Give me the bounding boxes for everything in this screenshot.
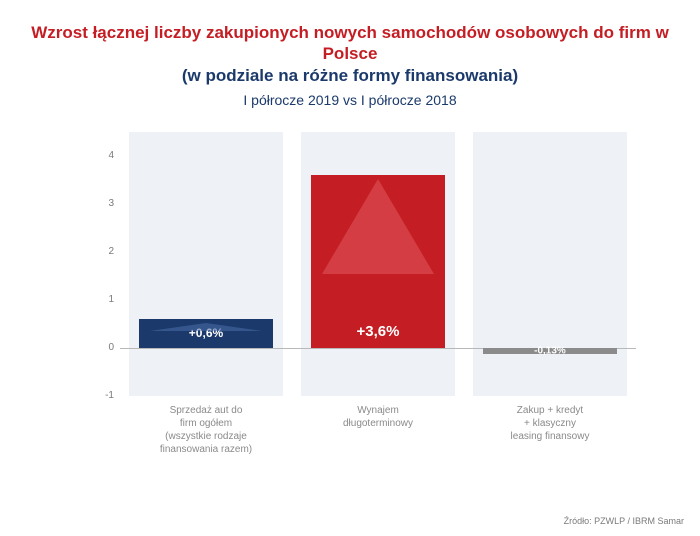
- source-text: Źródło: PZWLP / IBRM Samar: [564, 516, 684, 526]
- chart: -101234+0,6%Sprzedaż aut do firm ogółem …: [84, 132, 636, 452]
- bar: +3,6%: [311, 175, 445, 348]
- y-tick-label: 4: [96, 150, 114, 161]
- category-label: Zakup + kredyt + klasyczny leasing finan…: [464, 404, 636, 443]
- subtitle: I półrocze 2019 vs I półrocze 2018: [28, 92, 672, 108]
- y-tick-label: 3: [96, 198, 114, 209]
- bar: +0,6%: [139, 319, 273, 348]
- category-label: Wynajem długoterminowy: [292, 404, 464, 430]
- arrow-up-icon: [322, 179, 434, 274]
- bar-value-label: -0,13%: [483, 345, 617, 356]
- title-block: Wzrost łącznej liczby zakupionych nowych…: [28, 22, 672, 108]
- plot-area: -101234+0,6%Sprzedaż aut do firm ogółem …: [120, 132, 636, 396]
- y-tick-label: 2: [96, 246, 114, 257]
- arrow-up-icon: [150, 323, 262, 331]
- bar: -0,13%: [483, 348, 617, 354]
- category-label: Sprzedaż aut do firm ogółem (wszystkie r…: [120, 404, 292, 456]
- page: Wzrost łącznej liczby zakupionych nowych…: [0, 0, 700, 536]
- title-line-2: (w podziale na różne formy finansowania): [28, 65, 672, 86]
- title-line-1: Wzrost łącznej liczby zakupionych nowych…: [28, 22, 672, 65]
- grid-column: [129, 132, 284, 396]
- bar-value-label: +3,6%: [311, 323, 445, 340]
- y-tick-label: -1: [96, 390, 114, 401]
- y-tick-label: 0: [96, 342, 114, 353]
- y-tick-label: 1: [96, 294, 114, 305]
